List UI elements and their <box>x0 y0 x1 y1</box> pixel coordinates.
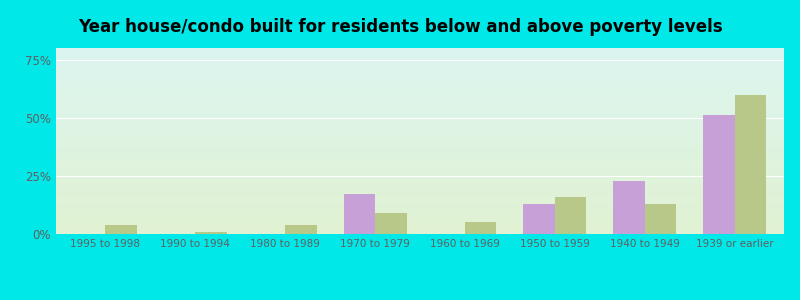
Bar <box>614 181 645 234</box>
Text: Year house/condo built for residents below and above poverty levels: Year house/condo built for residents bel… <box>78 18 722 36</box>
Bar <box>106 225 137 234</box>
Bar <box>555 197 586 234</box>
Bar <box>285 225 317 234</box>
Bar <box>375 213 406 234</box>
Bar <box>344 194 375 234</box>
Bar <box>645 204 676 234</box>
Bar <box>195 232 226 234</box>
Bar <box>523 204 555 234</box>
Bar <box>703 116 734 234</box>
Bar <box>734 94 766 234</box>
Bar <box>465 222 496 234</box>
